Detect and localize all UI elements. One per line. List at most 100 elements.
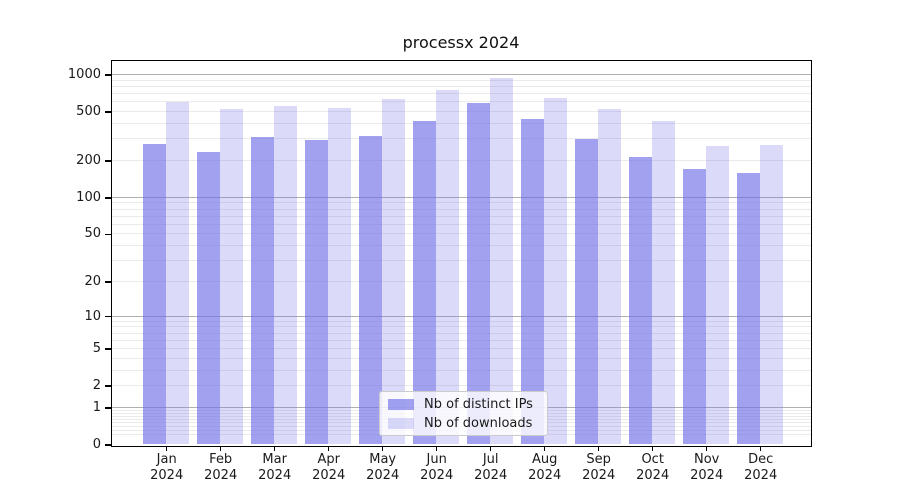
bar-ips-mar: [251, 136, 275, 445]
gridline-800: [111, 85, 811, 87]
bar-ips-jul: [467, 102, 491, 445]
bar-ips-jan: [143, 144, 167, 445]
plot-area: [110, 59, 812, 447]
x-tick-month-jul: Jul: [482, 452, 499, 467]
y-tick-mark-1: [105, 407, 111, 409]
x-tick-year-may: 2024: [366, 468, 400, 483]
x-tick-month-mar: Mar: [262, 452, 287, 467]
x-tick-label-aug: Aug 2024: [513, 452, 577, 484]
bar-ips-dec: [737, 173, 761, 445]
x-tick-label-dec: Dec 2024: [729, 452, 793, 484]
bar-downloads-dec: [760, 144, 784, 445]
legend-item-downloads: Nb of downloads: [388, 416, 547, 431]
x-tick-month-jan: Jan: [156, 452, 177, 467]
x-tick-year-mar: 2024: [258, 468, 292, 483]
bar-ips-nov: [683, 168, 707, 445]
y-tick-mark-5: [105, 348, 111, 350]
gridline-20: [111, 280, 811, 282]
bar-ips-jun: [413, 121, 437, 445]
x-tick-mark-nov: [705, 446, 708, 451]
y-tick-label-50: 50: [84, 226, 101, 242]
gridline-9: [111, 320, 811, 322]
y-tick-label-5: 5: [92, 341, 101, 357]
x-tick-mark-sep: [597, 446, 600, 451]
x-tick-label-oct: Oct 2024: [621, 452, 685, 484]
x-tick-month-aug: Aug: [531, 452, 558, 467]
gridline-500: [111, 111, 811, 113]
x-tick-year-jan: 2024: [150, 468, 184, 483]
x-tick-mark-oct: [651, 446, 654, 451]
x-tick-year-jul: 2024: [474, 468, 508, 483]
x-tick-label-nov: Nov 2024: [675, 452, 739, 484]
gridline-50: [111, 233, 811, 235]
legend-swatch-downloads: [388, 417, 414, 429]
x-tick-month-may: May: [369, 452, 397, 467]
y-tick-mark-100: [105, 197, 111, 199]
bar-downloads-nov: [706, 146, 730, 445]
bar-downloads-feb: [220, 108, 244, 445]
x-tick-month-oct: Oct: [641, 452, 664, 467]
bar-ips-apr: [305, 139, 329, 445]
x-tick-year-apr: 2024: [312, 468, 346, 483]
bar-ips-feb: [197, 151, 221, 445]
x-tick-label-may: May 2024: [351, 452, 415, 484]
y-tick-label-1: 1: [92, 399, 101, 415]
x-tick-label-feb: Feb 2024: [189, 452, 253, 484]
bar-ips-sep: [575, 139, 599, 445]
y-tick-label-1000: 1000: [67, 67, 101, 82]
y-tick-label-2: 2: [92, 378, 101, 394]
gridline-70: [111, 215, 811, 217]
y-tick-mark-20: [105, 281, 111, 283]
gridline-700: [111, 93, 811, 95]
bar-ips-aug: [521, 118, 545, 445]
x-tick-year-jun: 2024: [420, 468, 454, 483]
y-tick-mark-200: [105, 160, 111, 162]
x-tick-month-apr: Apr: [317, 452, 340, 467]
gridline-10: [111, 315, 811, 317]
x-tick-mark-jul: [489, 446, 492, 451]
x-tick-year-oct: 2024: [636, 468, 670, 483]
gridline-5: [111, 348, 811, 350]
gridline-200: [111, 159, 811, 161]
x-tick-label-apr: Apr 2024: [297, 452, 361, 484]
gridline-8: [111, 326, 811, 328]
bar-downloads-apr: [328, 107, 352, 445]
x-tick-year-nov: 2024: [690, 468, 724, 483]
x-tick-mark-apr: [327, 446, 330, 451]
y-tick-label-10: 10: [84, 308, 101, 324]
x-tick-month-nov: Nov: [694, 452, 720, 467]
bar-downloads-jul: [490, 77, 514, 445]
gridline-900: [111, 79, 811, 81]
bar-downloads-mar: [274, 105, 298, 445]
y-tick-label-100: 100: [76, 189, 101, 205]
gridline-7: [111, 332, 811, 334]
x-tick-label-mar: Mar 2024: [243, 452, 307, 484]
chart-title: processx 2024: [402, 33, 520, 52]
gridline-400: [111, 122, 811, 124]
gridline-80: [111, 208, 811, 210]
legend-label-downloads: Nb of downloads: [424, 415, 533, 431]
y-tick-mark-1000: [105, 74, 111, 76]
gridline-2: [111, 385, 811, 387]
x-tick-label-sep: Sep 2024: [567, 452, 631, 484]
y-tick-label-500: 500: [76, 104, 101, 120]
y-tick-mark-2: [105, 385, 111, 387]
y-tick-mark-50: [105, 233, 111, 236]
x-tick-label-jun: Jun 2024: [405, 452, 469, 484]
bar-ips-may: [359, 136, 383, 445]
x-tick-mark-aug: [543, 446, 546, 451]
gridline-6: [111, 339, 811, 341]
legend-swatch-distinct-ips: [388, 398, 414, 410]
bar-downloads-aug: [544, 98, 568, 445]
x-tick-mark-jan: [165, 446, 168, 451]
x-tick-month-jun: Jun: [426, 452, 447, 467]
gridline-3: [111, 369, 811, 371]
gridline-100: [111, 196, 811, 198]
bar-downloads-sep: [598, 108, 622, 445]
y-tick-label-200: 200: [76, 152, 101, 168]
x-tick-year-sep: 2024: [582, 468, 616, 483]
bar-downloads-oct: [652, 121, 676, 445]
gridline-300: [111, 138, 811, 140]
y-tick-mark-0: [105, 444, 111, 446]
